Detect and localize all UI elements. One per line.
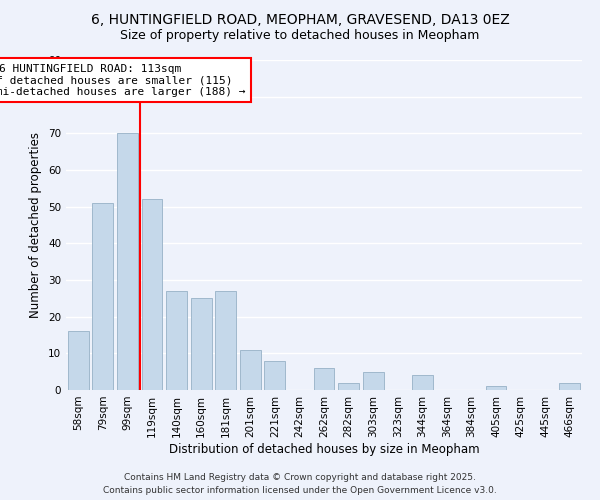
Bar (191, 298, 212, 390)
Bar (338, 382, 359, 390)
Y-axis label: Number of detached properties: Number of detached properties (29, 132, 43, 318)
Bar (142, 200, 163, 390)
Bar (215, 291, 236, 390)
Text: Contains HM Land Registry data © Crown copyright and database right 2025.
Contai: Contains HM Land Registry data © Crown c… (103, 474, 497, 495)
Bar (68, 332, 89, 390)
Bar (117, 134, 138, 390)
Bar (240, 350, 261, 390)
Bar (412, 376, 433, 390)
Bar (314, 368, 334, 390)
Bar (362, 372, 383, 390)
Text: Size of property relative to detached houses in Meopham: Size of property relative to detached ho… (121, 29, 479, 42)
Text: 6 HUNTINGFIELD ROAD: 113sqm
← 37% of detached houses are smaller (115)
61% of se: 6 HUNTINGFIELD ROAD: 113sqm ← 37% of det… (0, 64, 246, 97)
Bar (265, 360, 286, 390)
Text: 6, HUNTINGFIELD ROAD, MEOPHAM, GRAVESEND, DA13 0EZ: 6, HUNTINGFIELD ROAD, MEOPHAM, GRAVESEND… (91, 12, 509, 26)
Bar (485, 386, 506, 390)
Bar (559, 382, 580, 390)
Bar (92, 203, 113, 390)
X-axis label: Distribution of detached houses by size in Meopham: Distribution of detached houses by size … (169, 442, 479, 456)
Bar (166, 291, 187, 390)
